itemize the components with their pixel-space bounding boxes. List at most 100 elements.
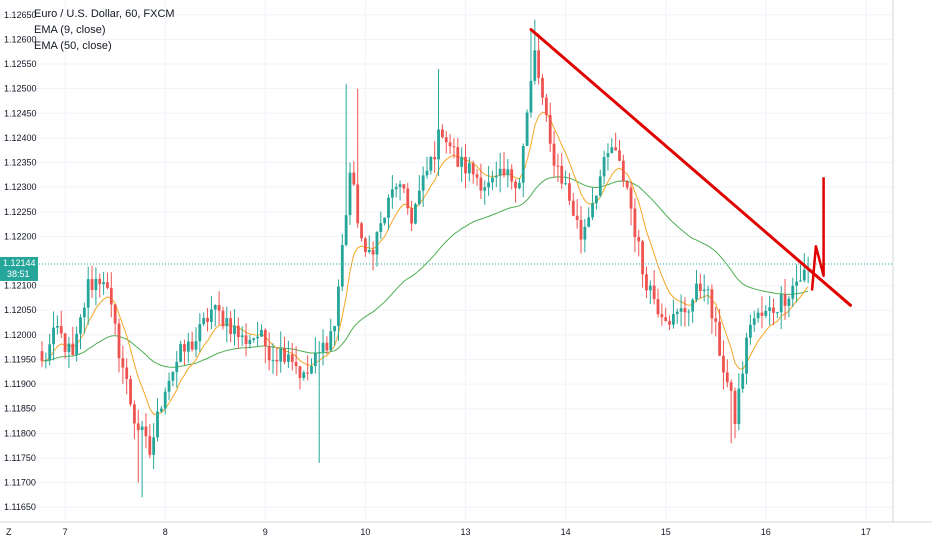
- candle: [548, 102, 552, 152]
- candle-body: [614, 147, 618, 151]
- candle: [541, 73, 544, 105]
- candle: [752, 310, 756, 332]
- candle-body: [294, 361, 298, 367]
- candle-body: [645, 274, 648, 291]
- candle: [533, 19, 537, 85]
- candle: [340, 233, 344, 292]
- candle: [302, 370, 306, 381]
- candle: [321, 329, 325, 366]
- price-tick-label: 1.12650: [4, 10, 37, 20]
- candle-body: [714, 318, 718, 322]
- price-tick-label: 1.11850: [4, 404, 36, 414]
- ema-9-path: [41, 111, 809, 415]
- candle: [625, 180, 629, 190]
- candle: [82, 302, 86, 334]
- candle: [317, 341, 321, 463]
- candle-body: [129, 378, 132, 405]
- candle-body: [379, 223, 383, 233]
- candle: [637, 229, 641, 257]
- candle-body: [598, 176, 602, 196]
- candle: [190, 331, 194, 352]
- candle: [741, 361, 745, 393]
- candle: [575, 199, 579, 229]
- candle: [668, 315, 671, 331]
- candle-body: [267, 346, 271, 361]
- price-tick-label: 1.12450: [4, 108, 37, 118]
- candle: [725, 359, 729, 388]
- trendline-drawing[interactable]: [529, 28, 852, 307]
- candle: [179, 340, 182, 363]
- candle: [656, 288, 660, 318]
- price-tick-label: 1.12600: [4, 34, 37, 44]
- candle: [722, 340, 725, 390]
- candle-body: [117, 323, 121, 359]
- candle-body: [698, 283, 702, 291]
- candle: [683, 297, 687, 327]
- candle: [221, 306, 225, 330]
- candle-body: [179, 344, 182, 362]
- candle-body: [537, 50, 541, 78]
- candle-body: [325, 342, 329, 351]
- candle-body: [109, 287, 113, 305]
- candle: [348, 162, 352, 225]
- candle: [102, 271, 105, 295]
- price-tick-label: 1.12300: [4, 182, 37, 192]
- candle: [710, 284, 714, 334]
- candle: [795, 264, 798, 303]
- ema-9-legend[interactable]: EMA (9, close): [34, 24, 106, 36]
- candles: [40, 19, 810, 498]
- candle: [402, 184, 406, 194]
- candle: [159, 405, 163, 413]
- candle: [333, 325, 336, 346]
- candle-body: [183, 344, 186, 352]
- candle: [444, 130, 448, 154]
- candle: [760, 296, 764, 329]
- candle-body: [167, 380, 171, 392]
- candle: [775, 311, 779, 319]
- candle: [387, 194, 390, 230]
- candle-body: [533, 50, 537, 81]
- symbol-title[interactable]: Euro / U.S. Dollar, 60, FXCM: [34, 8, 175, 20]
- candle: [129, 375, 132, 407]
- candle-body: [683, 308, 687, 313]
- candle: [433, 141, 437, 173]
- candle-body: [125, 367, 129, 379]
- candle-body: [648, 285, 652, 291]
- candle: [479, 163, 483, 199]
- candle-body: [52, 327, 55, 345]
- candle-body: [290, 354, 294, 362]
- candle: [298, 365, 302, 390]
- candle: [125, 358, 129, 395]
- candle: [194, 327, 198, 358]
- candle-body: [279, 348, 283, 362]
- candle-body: [783, 294, 787, 306]
- candle: [217, 291, 221, 325]
- candle: [225, 306, 229, 343]
- candle: [691, 297, 695, 324]
- candle: [48, 334, 52, 366]
- candle-body: [206, 317, 209, 322]
- candle: [783, 278, 787, 320]
- candle: [679, 294, 683, 327]
- candle-body: [494, 175, 498, 178]
- candle-body: [133, 404, 136, 424]
- candle: [236, 317, 240, 349]
- candle: [745, 332, 748, 385]
- candle-body: [302, 372, 306, 379]
- candle-body: [387, 197, 390, 218]
- candle-body: [675, 311, 679, 315]
- candle: [186, 332, 190, 363]
- price-tick-label: 1.11750: [4, 453, 36, 463]
- candle-body: [502, 168, 506, 176]
- candle-body: [398, 184, 402, 188]
- price-tick-label: 1.12250: [4, 207, 37, 217]
- candle: [648, 280, 652, 305]
- candle: [202, 312, 206, 327]
- ema-50-legend[interactable]: EMA (50, close): [34, 40, 112, 52]
- candle-body: [660, 314, 664, 318]
- candle-body: [802, 269, 806, 281]
- time-axis-bg: [0, 522, 932, 550]
- candle: [529, 29, 533, 118]
